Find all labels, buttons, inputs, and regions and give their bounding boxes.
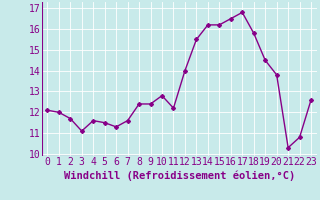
X-axis label: Windchill (Refroidissement éolien,°C): Windchill (Refroidissement éolien,°C) xyxy=(64,170,295,181)
